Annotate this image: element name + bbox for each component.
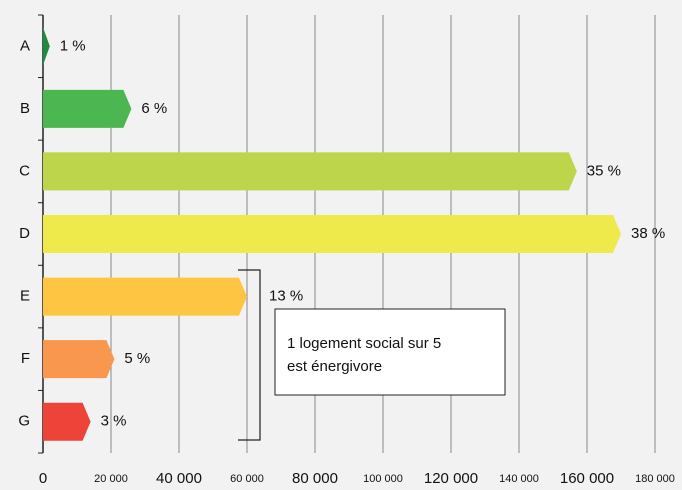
data-label: 35 %: [587, 162, 621, 179]
x-tick-label: 140 000: [499, 473, 539, 485]
x-tick-label: 80 000: [292, 470, 338, 487]
bar: [43, 277, 247, 316]
x-tick-label: 100 000: [363, 473, 403, 485]
x-tick-label: 160 000: [560, 470, 614, 487]
x-tick-label: 0: [39, 470, 47, 487]
data-label: 3 %: [101, 413, 127, 430]
bar: [43, 27, 50, 66]
data-label: 13 %: [269, 288, 303, 305]
bar: [43, 402, 91, 441]
y-tick-label: A: [20, 37, 30, 54]
x-tick-label: 180 000: [635, 473, 675, 485]
bar: [43, 215, 621, 253]
x-tick-label: 20 000: [94, 473, 128, 485]
x-tick-label: 40 000: [156, 470, 202, 487]
data-label: 1 %: [60, 37, 86, 54]
bar: [43, 340, 115, 379]
x-tick-label: 120 000: [424, 470, 478, 487]
annotation-box: [274, 308, 506, 396]
x-tick-label: 60 000: [230, 473, 264, 485]
y-tick-label: B: [20, 100, 30, 117]
y-tick-label: C: [19, 162, 30, 179]
bar: [43, 152, 577, 191]
bracket: [238, 269, 261, 441]
annotation-text: est énergivore: [287, 358, 382, 375]
y-tick-label: D: [19, 225, 30, 242]
y-tick-label: E: [20, 288, 30, 305]
data-label: 38 %: [631, 225, 665, 242]
annotation-text: 1 logement social sur 5: [287, 335, 441, 352]
data-label: 6 %: [141, 100, 167, 117]
y-tick-label: G: [18, 413, 30, 430]
bar: [43, 89, 132, 128]
y-tick-label: F: [21, 350, 30, 367]
data-label: 5 %: [124, 350, 150, 367]
